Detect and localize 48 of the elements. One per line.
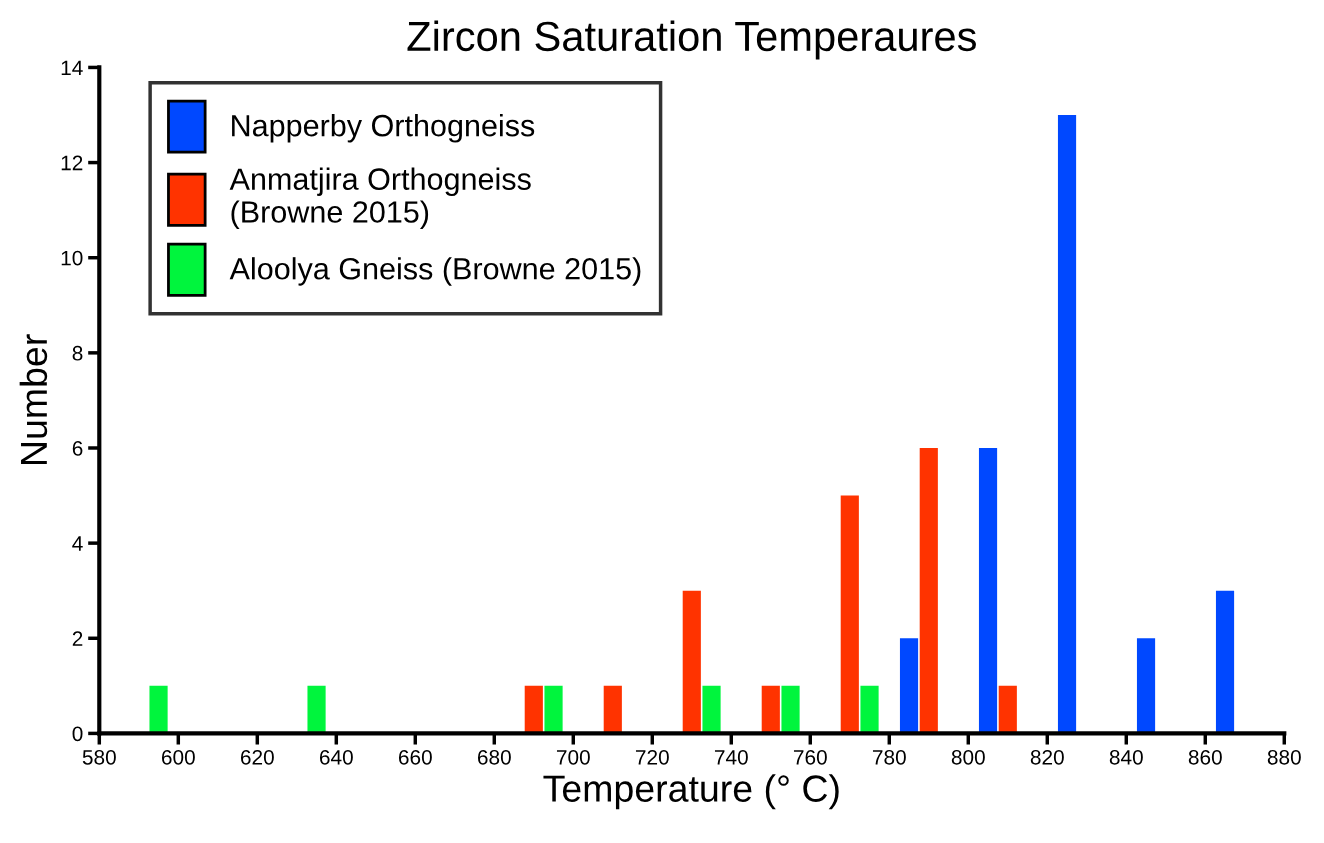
bar bbox=[149, 685, 168, 734]
bar bbox=[1215, 590, 1235, 734]
bar bbox=[919, 447, 938, 734]
bar bbox=[603, 685, 622, 734]
chart-title: Zircon Saturation Temperaures bbox=[407, 20, 976, 60]
x-tick-label: 640 bbox=[319, 749, 353, 765]
bar bbox=[978, 447, 998, 734]
x-tick-label: 680 bbox=[477, 749, 511, 765]
bar bbox=[524, 685, 543, 734]
x-axis-title: Temperature (° C) bbox=[543, 774, 839, 810]
x-tick-label: 880 bbox=[1267, 749, 1301, 765]
bar bbox=[781, 685, 800, 734]
bar bbox=[307, 685, 326, 734]
x-tick-label: 780 bbox=[872, 749, 906, 765]
y-tick-label: 8 bbox=[72, 345, 83, 361]
bar bbox=[840, 495, 859, 734]
x-tick-label: 800 bbox=[951, 749, 985, 765]
x-tick-label: 660 bbox=[398, 749, 432, 765]
bar bbox=[761, 685, 780, 734]
x-tick-label: 700 bbox=[556, 749, 590, 765]
bar bbox=[702, 685, 721, 734]
y-tick-label: 6 bbox=[72, 441, 83, 456]
x-tick-label: 740 bbox=[714, 749, 748, 765]
x-tick-label: 620 bbox=[240, 749, 274, 765]
x-tick-label: 760 bbox=[793, 749, 827, 765]
legend-label: Napperby Orthogneiss bbox=[232, 114, 535, 143]
y-tick-label: 2 bbox=[72, 631, 83, 646]
bar bbox=[1136, 638, 1156, 734]
y-axis-title: Number bbox=[19, 334, 48, 465]
x-tick-label: 820 bbox=[1030, 749, 1064, 765]
x-tick-label: 600 bbox=[161, 749, 195, 765]
x-tick-label: 720 bbox=[635, 749, 669, 765]
y-tick-label: 14 bbox=[61, 60, 83, 75]
bar bbox=[544, 685, 563, 734]
x-tick-label: 860 bbox=[1188, 749, 1222, 765]
x-tick-label: 580 bbox=[82, 749, 116, 765]
bar bbox=[899, 638, 919, 734]
legend-label: Aloolya Gneiss (Browne 2015) bbox=[229, 257, 641, 286]
y-tick-label: 4 bbox=[72, 536, 83, 551]
bar bbox=[682, 590, 701, 734]
y-tick-label: 0 bbox=[72, 726, 83, 742]
bar bbox=[1057, 115, 1077, 734]
bar bbox=[998, 685, 1017, 734]
y-tick-label: 12 bbox=[61, 155, 83, 171]
legend-label: Anmatjira Orthogneiss (Browne 2015) bbox=[229, 167, 531, 229]
bar bbox=[860, 685, 879, 734]
y-tick-label: 10 bbox=[61, 250, 83, 266]
x-tick-label: 840 bbox=[1109, 749, 1143, 765]
